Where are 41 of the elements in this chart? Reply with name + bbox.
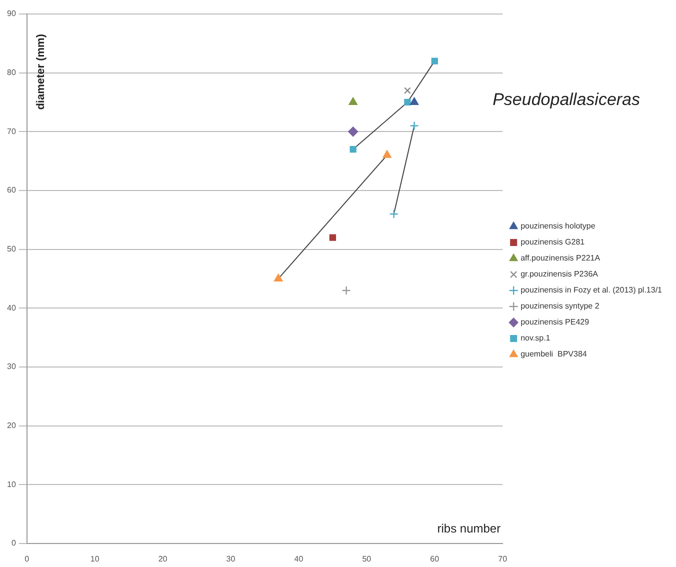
legend-label: pouzinensis PE429 [520,318,590,327]
point [404,87,411,94]
y-axis-title: diameter (mm) [34,34,47,110]
x-tick-label: 60 [430,554,440,564]
legend-label: aff.pouzinensis P221A [520,254,601,263]
legend-label: gr.pouzinensis P236A [520,270,599,279]
x-axis-title: ribs number [437,522,501,536]
point [329,234,336,241]
y-tick-label: 60 [6,186,16,195]
y-tick-label: 30 [6,362,16,372]
x-tick-label: 30 [226,554,236,564]
point [410,97,419,105]
x-tick-label: 0 [24,554,30,564]
y-tick-label: 20 [6,420,16,430]
y-tick-label: 90 [6,9,16,18]
point [350,146,356,153]
y-tick-label: 50 [6,244,16,254]
text: Pseudopallasiceras [492,90,641,110]
legend-label: pouzinensis syntype 2 [520,302,600,311]
legend-label: pouzinensis holotype [520,222,596,231]
x-tick-label: 50 [362,554,372,564]
point [389,209,398,219]
point [348,97,358,105]
y-tick-label: 10 [6,480,16,489]
point [404,98,411,106]
y-tick-label: 0 [11,538,16,548]
y-tick-label: 40 [6,303,16,312]
x-tick-label: 10 [90,554,100,564]
y-tick-label: 70 [6,126,16,136]
legend-label: nov.sp.1 [520,334,551,343]
legend-label: pouzinensis in Fozy et al. (2013) pl.13/1 [520,286,663,295]
point [431,58,438,64]
x-tick-label: 40 [294,554,304,564]
point [348,126,358,137]
x-tick-label: 70 [498,554,508,564]
point [410,121,419,130]
y-tick-label: 80 [6,68,16,78]
point [342,286,351,296]
legend-label: guembeli BPV384 [520,350,588,359]
legend-label: pouzinensis G281 [520,238,586,247]
x-tick-label: 20 [158,554,168,564]
